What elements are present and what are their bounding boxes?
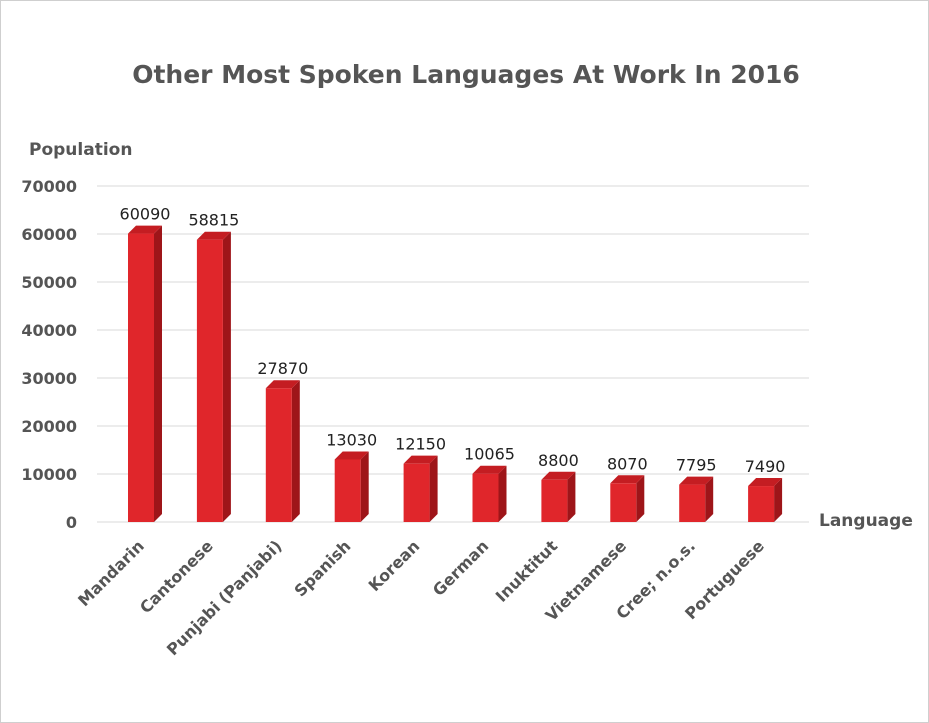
bar-side xyxy=(222,231,231,523)
bar-front xyxy=(748,486,775,522)
bar-front xyxy=(472,473,499,522)
bar-top xyxy=(265,380,300,389)
data-label: 13030 xyxy=(326,430,377,449)
bar-top xyxy=(748,478,783,487)
bar-top xyxy=(334,451,369,460)
y-axis-title: Population xyxy=(29,140,132,160)
bar-front xyxy=(403,463,430,522)
data-label: 10065 xyxy=(464,445,515,464)
bar-side xyxy=(498,465,507,522)
data-label: 7795 xyxy=(676,456,717,475)
bar xyxy=(265,380,300,522)
bar-side xyxy=(567,471,576,522)
bar xyxy=(128,225,162,522)
data-label: 7490 xyxy=(745,457,786,476)
bar-top xyxy=(196,231,231,240)
bar-side xyxy=(705,476,714,522)
x-tick-label: Spanish xyxy=(290,536,354,600)
bar xyxy=(679,476,714,522)
chart-title: Other Most Spoken Languages At Work In 2… xyxy=(132,60,800,89)
bar-side xyxy=(429,455,438,522)
bar-top xyxy=(403,455,438,464)
bar-top xyxy=(610,475,645,484)
bar xyxy=(196,231,231,523)
x-tick-label: Mandarin xyxy=(74,536,148,610)
x-axis-title: Language xyxy=(819,511,913,531)
data-labels: 60090 58815 27870 13030 12150 10065 8800 8070 77… xyxy=(120,205,786,476)
x-tick-label: Punjabi (Panjabi) xyxy=(163,536,286,659)
y-tick-label: 70000 xyxy=(21,177,77,196)
data-label: 8070 xyxy=(607,454,648,473)
bar xyxy=(748,478,783,522)
bars xyxy=(128,225,783,523)
x-tick-label: Inuktitut xyxy=(492,536,562,606)
x-tick-label: German xyxy=(429,536,492,599)
bar xyxy=(472,465,507,522)
y-tick-label: 10000 xyxy=(21,465,77,484)
y-tick-label: 0 xyxy=(66,513,77,532)
y-tick-label: 30000 xyxy=(21,369,77,388)
data-label: 60090 xyxy=(120,205,171,224)
bar-front xyxy=(334,459,361,522)
y-axis-ticks: 0 10000 20000 30000 40000 50000 60000 70000 xyxy=(21,177,77,532)
bar-top xyxy=(541,471,576,480)
y-tick-label: 40000 xyxy=(21,321,77,340)
bar-front xyxy=(196,239,223,523)
y-tick-label: 50000 xyxy=(21,273,77,292)
bar-front xyxy=(265,388,292,522)
bar-front xyxy=(128,233,154,522)
bar-side xyxy=(360,451,369,522)
data-label: 27870 xyxy=(257,359,308,378)
bar-front xyxy=(679,484,706,522)
bar-side xyxy=(774,478,783,522)
bar-side xyxy=(636,475,645,522)
bar-top xyxy=(128,225,162,234)
bar xyxy=(403,455,438,522)
data-label: 12150 xyxy=(395,435,446,454)
bar-side xyxy=(154,225,162,522)
bar-front xyxy=(610,483,637,522)
x-tick-label: Korean xyxy=(365,536,424,595)
y-tick-label: 20000 xyxy=(21,417,77,436)
bar xyxy=(541,471,576,522)
bar-top xyxy=(679,476,714,485)
bar xyxy=(610,475,645,522)
y-tick-label: 60000 xyxy=(21,225,77,244)
bar-side xyxy=(291,380,300,522)
bar-top xyxy=(472,465,507,474)
bar-front xyxy=(541,479,568,522)
data-label: 58815 xyxy=(188,211,239,230)
bar xyxy=(334,451,369,522)
data-label: 8800 xyxy=(538,451,579,470)
